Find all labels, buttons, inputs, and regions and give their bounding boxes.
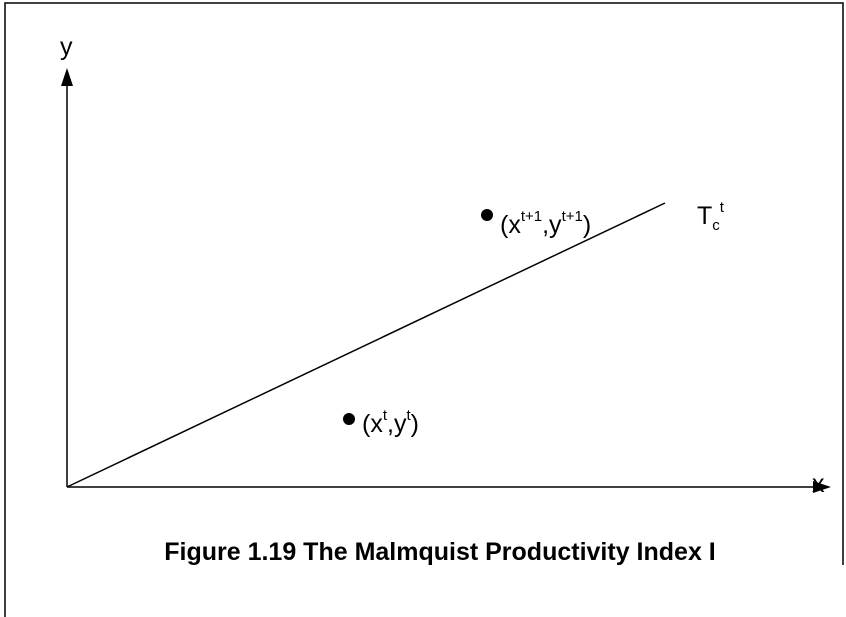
y-axis-label: y: [60, 33, 73, 61]
label-part: (x: [500, 211, 521, 239]
label-part: ,y: [387, 410, 407, 438]
label-part: (x: [362, 410, 383, 438]
point-dot: [343, 413, 355, 425]
frontier-line: [66, 202, 666, 488]
point-dot: [481, 209, 493, 221]
label-sup: t: [406, 407, 411, 424]
label-sup: t: [383, 407, 388, 424]
frontier-label-base: T: [697, 202, 712, 230]
label-part: ,y: [542, 211, 562, 239]
label-sup: t+1: [562, 208, 583, 225]
caption: Figure 1.19 The Malmquist Productivity I…: [164, 538, 716, 566]
label-part: ): [583, 211, 591, 239]
label-part: ): [411, 410, 419, 438]
point-label: (xt,yt): [362, 407, 419, 438]
x-arrow: [813, 481, 831, 493]
frame: [4, 2, 844, 617]
point-label: (xt+1,yt+1): [500, 208, 591, 239]
frontier-label-sup: t: [720, 199, 725, 216]
frontier-label: Tct: [697, 199, 725, 234]
y-arrow: [61, 68, 73, 86]
x-axis-label: x: [812, 470, 825, 498]
frontier-label-sub: c: [712, 217, 720, 234]
label-sup: t+1: [521, 208, 542, 225]
